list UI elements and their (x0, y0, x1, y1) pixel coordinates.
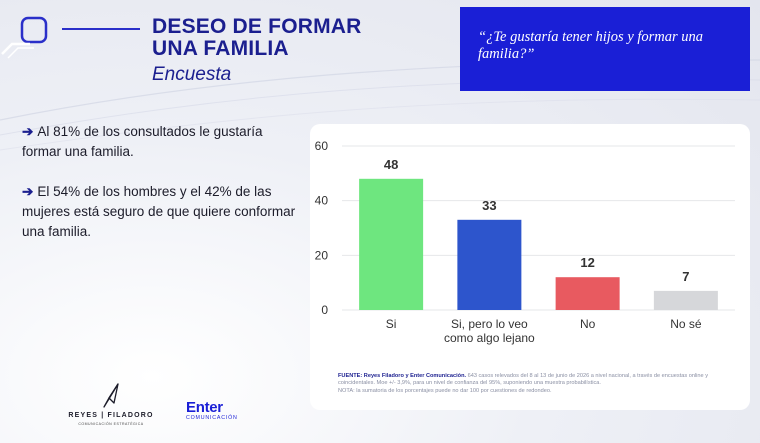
bar (359, 178, 424, 310)
x-tick-label: No sé (670, 317, 702, 331)
bar (653, 290, 718, 310)
x-tick-label: Si (386, 317, 397, 331)
reyes-filadoro-logo: REYES | FILADORO COMUNICACIÓN ESTRATÉGIC… (66, 383, 156, 428)
enter-wordmark: Enter (186, 399, 223, 416)
paper-plane-icon (103, 383, 119, 408)
enter-logo: Enter COMUNICACIÓN (186, 400, 238, 421)
source-label: FUENTE: Reyes Filadoro y Enter Comunicac… (338, 373, 467, 379)
x-tick-label-line: Si, pero lo veo (451, 317, 528, 331)
data-label: 7 (682, 269, 689, 284)
bar-chart: 0 20 40 60 48 Si 33 Si, pero lo veo como algo le… (315, 139, 735, 345)
bar (555, 277, 620, 310)
x-tick-label-line: como algo lejano (444, 331, 535, 345)
title-rule (62, 28, 140, 30)
data-label: 48 (384, 157, 398, 172)
bar (457, 219, 522, 310)
y-tick-label: 20 (315, 248, 329, 262)
brand-mark-icon (1, 16, 48, 59)
finding-text: El 54% de los hombres y el 42% de las mu… (22, 184, 296, 239)
finding-item: ➔ Al 81% de los consultados le gustaría f… (22, 122, 297, 162)
enter-subtitle: COMUNICACIÓN (186, 415, 238, 421)
x-tick-label: Si, pero lo veo como algo lejano (444, 317, 535, 345)
x-tick-label-line: No (580, 317, 596, 331)
rf-name: REYES | FILADORO (68, 412, 154, 419)
arrow-right-icon: ➔ (22, 124, 34, 139)
title-line-2: UNA FAMILIA (152, 37, 289, 60)
chart-card: 0 20 40 60 48 Si 33 Si, pero lo veo como algo le… (310, 124, 750, 410)
y-tick-label: 40 (315, 194, 329, 208)
question-text: “¿Te gustaría tener hijos y formar una f… (478, 29, 704, 62)
y-tick-label: 0 (321, 303, 328, 317)
x-tick-label-line: No sé (670, 317, 702, 331)
finding-item: ➔ El 54% de los hombres y el 42% de las m… (22, 182, 297, 242)
x-tick-label: No (580, 317, 596, 331)
source-footnote: NOTA: la sumatoria de los porcentajes pu… (338, 387, 552, 394)
page-title: DESEO DE FORMAR UNA FAMILIA (152, 16, 362, 60)
x-tick-label-line: Si (386, 317, 397, 331)
data-label: 33 (482, 198, 496, 213)
rf-tagline: COMUNICACIÓN ESTRATÉGICA (78, 422, 144, 426)
finding-text: Al 81% de los consultados le gustaría fo… (22, 124, 263, 159)
y-tick-label: 60 (315, 139, 329, 153)
arrow-right-icon: ➔ (22, 184, 34, 199)
findings-list: ➔ Al 81% de los consultados le gustaría f… (22, 122, 297, 262)
data-label: 12 (580, 255, 594, 270)
title-line-1: DESEO DE FORMAR (152, 15, 362, 38)
question-box: “¿Te gustaría tener hijos y formar una f… (460, 7, 750, 91)
source-note: FUENTE: Reyes Filadoro y Enter Comunicac… (338, 373, 738, 395)
page-subtitle: Encuesta (152, 64, 232, 85)
source-text: 643 casos relevados del 8 al 13 de junio… (338, 373, 709, 387)
